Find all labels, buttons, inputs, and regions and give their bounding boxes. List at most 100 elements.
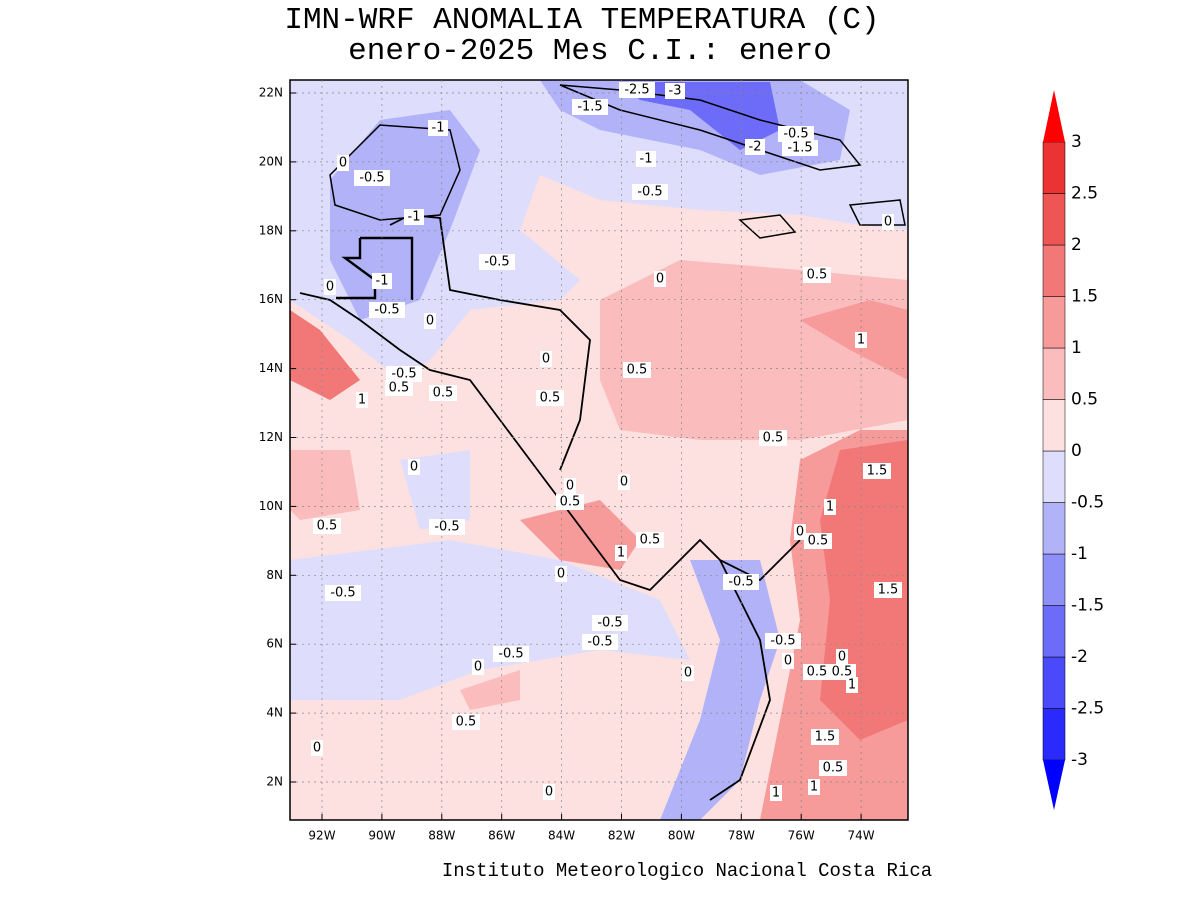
- lat-label: 20N: [259, 154, 283, 168]
- contour-label-bg: [836, 649, 848, 665]
- colorbar-label: 1: [1071, 338, 1082, 358]
- colorbar-label: 2: [1071, 235, 1082, 255]
- contour-label: 1: [810, 780, 818, 795]
- contour-label: 0.5: [832, 665, 853, 680]
- contour-label-bg: [325, 585, 361, 601]
- contour-label-bg: [623, 362, 651, 378]
- contour-label: 0.5: [540, 391, 561, 406]
- contour-label-bg: [619, 82, 655, 98]
- contour-label: -0.5: [587, 635, 612, 650]
- contour-label: 1: [857, 333, 865, 348]
- contour-label: 0: [545, 785, 553, 800]
- contour-label-bg: [564, 478, 576, 494]
- pos-region: [520, 500, 640, 570]
- contour-label: 0: [326, 280, 334, 295]
- contour-label-bg: [472, 659, 484, 675]
- lon-label: 78W: [728, 829, 755, 843]
- contour-label-bg: [778, 126, 814, 142]
- contour-label-bg: [479, 254, 515, 270]
- contour-label: -0.5: [498, 647, 523, 662]
- contour-label: 0.5: [763, 431, 784, 446]
- colorbar-label: 1.5: [1071, 287, 1098, 307]
- contour-label: -1: [432, 121, 445, 136]
- colorbar-label: 2.5: [1071, 184, 1098, 204]
- contour-label-bg: [592, 615, 628, 631]
- contour-label-bg: [386, 366, 422, 382]
- colorbar-band: [1042, 193, 1066, 246]
- contour-label-bg: [429, 385, 457, 401]
- lon-label: 80W: [668, 829, 695, 843]
- contour-label-bg: [723, 574, 759, 590]
- contour-label: 0.5: [640, 533, 661, 548]
- contour-label-bg: [882, 214, 894, 230]
- contour-label: 1.5: [878, 583, 899, 598]
- contour-label: -0.5: [359, 171, 384, 186]
- lat-label: 2N: [266, 775, 283, 789]
- contour-label: -1: [376, 274, 389, 289]
- colorbar-band: [1042, 605, 1066, 658]
- contour-label-bg: [874, 582, 902, 598]
- contour-label: 0.5: [317, 519, 338, 534]
- contour-label-bg: [863, 463, 891, 479]
- contour-label: 0.5: [560, 495, 581, 510]
- map-frame: [289, 79, 909, 821]
- lon-label: 82W: [608, 829, 635, 843]
- colorbar-band: [1042, 399, 1066, 452]
- lat-label: 8N: [266, 568, 283, 582]
- contour-label-bg: [556, 494, 584, 510]
- colorbar-extend: [1043, 90, 1065, 142]
- contour-label-bg: [804, 533, 832, 549]
- colorbar-band: [1042, 553, 1066, 606]
- contour-label: 0: [656, 272, 664, 287]
- lat-label: 10N: [259, 499, 283, 513]
- contour-label: -2: [749, 140, 762, 155]
- contour-label-bg: [337, 155, 349, 171]
- lon-label: 90W: [368, 829, 395, 843]
- colorbar-label: -2.5: [1071, 699, 1104, 719]
- contour-label: 1: [772, 786, 780, 801]
- contour-label-bg: [354, 170, 390, 186]
- colorbar-band: [1042, 347, 1066, 400]
- contour-label-bg: [824, 499, 836, 515]
- contour-label: 0.5: [433, 386, 454, 401]
- neg-region: [660, 560, 780, 820]
- contour-label: -0.5: [374, 303, 399, 318]
- contour-label-bg: [765, 633, 801, 649]
- contour-label: 1: [358, 393, 366, 408]
- contour-label-bg: [369, 302, 405, 318]
- contour-label: 0: [426, 314, 434, 329]
- contour-label-bg: [429, 519, 465, 535]
- lat-label: 14N: [259, 361, 283, 375]
- pos-region: [600, 260, 908, 440]
- contour-label-bg: [428, 120, 448, 136]
- contour-label: 0: [474, 660, 482, 675]
- contour-label: -1.5: [577, 100, 602, 115]
- contour-label: 0.5: [456, 715, 477, 730]
- contour-label: 0.5: [823, 761, 844, 776]
- colorbar-band: [1042, 708, 1066, 761]
- contour-label: 0: [557, 567, 565, 582]
- contour-label: 1.5: [815, 730, 836, 745]
- colorbar-label: -0.5: [1071, 493, 1104, 513]
- contour-label: 0: [796, 525, 804, 540]
- contour-label: 1: [826, 500, 834, 515]
- contour-label-bg: [794, 524, 806, 540]
- contour-label: 0: [542, 352, 550, 367]
- lon-label: 92W: [308, 829, 335, 843]
- contour-label: 0.5: [807, 268, 828, 283]
- contour-label-bg: [618, 474, 630, 490]
- colorbar-label: -3: [1071, 750, 1088, 770]
- pos-region: [290, 310, 360, 400]
- lat-label: 4N: [266, 706, 283, 720]
- neg-region: [290, 540, 690, 700]
- contour-label: -0.5: [391, 367, 416, 382]
- contour-label: 0.5: [807, 665, 828, 680]
- colorbar-band: [1042, 656, 1066, 709]
- pos-region: [290, 450, 360, 520]
- contour-label-bg: [770, 785, 782, 801]
- contour-label-bg: [636, 532, 664, 548]
- contour-label: 0: [784, 654, 792, 669]
- contour-label: 0.5: [808, 534, 829, 549]
- contour-label-bg: [782, 140, 818, 156]
